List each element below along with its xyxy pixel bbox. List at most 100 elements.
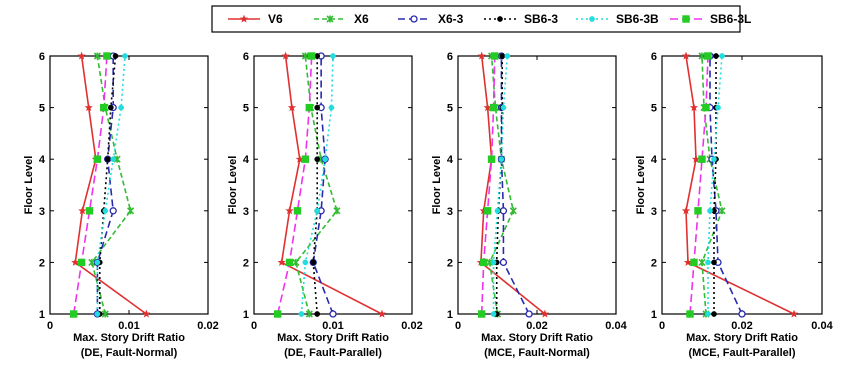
y-tick-label: 6 <box>39 51 45 63</box>
series-line-sb6-3b <box>96 55 126 314</box>
legend-label: SB6-3B <box>616 12 659 26</box>
data-point-sb6-3l <box>93 155 102 163</box>
series-line-sb6-3l <box>72 55 108 315</box>
y-tick-label: 6 <box>447 51 453 63</box>
data-point-sb6-3l <box>70 310 78 318</box>
data-point-sb6-3b <box>490 259 497 266</box>
data-point-x6 <box>127 207 135 215</box>
data-point-sb6-3l <box>301 155 310 163</box>
data-point-sb6-3 <box>310 259 317 266</box>
x-axis-sublabel: (MCE, Fault-Normal) <box>484 347 590 359</box>
y-tick-label: 5 <box>447 103 453 115</box>
data-point-sb6-3l <box>100 103 108 112</box>
series-v6 <box>681 51 799 318</box>
y-tick-label: 4 <box>447 154 454 166</box>
series-line-sb6-3 <box>312 56 319 315</box>
x-axis-sublabel: (DE, Fault-Normal) <box>81 347 178 359</box>
legend-item-sb6-3b: SB6-3B <box>576 12 659 26</box>
data-point-sb6-3l <box>285 258 294 267</box>
data-point-x6-3 <box>329 310 337 318</box>
x-axis-label: Max. Story Drift Ratio <box>481 332 593 344</box>
data-point-sb6-3 <box>314 156 321 163</box>
data-point-v6 <box>277 258 286 266</box>
y-tick-label: 3 <box>447 206 453 218</box>
legend-label: X6-3 <box>438 12 464 26</box>
data-point-sb6-3b <box>118 104 124 111</box>
legend-item-x6: X6 <box>314 12 369 26</box>
data-point-sb6-3l <box>704 52 712 60</box>
y-tick-label: 5 <box>39 103 45 115</box>
y-tick-label: 6 <box>243 51 249 63</box>
series-sb6-3b <box>490 53 511 317</box>
x-tick-label: 0.04 <box>811 320 833 332</box>
data-point-sb6-3b <box>302 259 309 266</box>
series-line-v6 <box>74 55 147 315</box>
data-point-sb6-3b <box>330 53 336 59</box>
data-point-x6 <box>509 207 517 215</box>
data-point-sb6-3b <box>498 156 505 163</box>
legend-item-sb6-3l: SB6-3L <box>670 12 751 26</box>
series-sb6-3b <box>298 53 336 317</box>
x-tick-label: 0 <box>47 320 53 332</box>
x-tick-label: 0.01 <box>118 320 139 332</box>
series-line-v6 <box>685 55 795 315</box>
data-point-x6-3 <box>738 310 746 318</box>
series-sb6-3b <box>94 53 128 317</box>
data-point-x6 <box>698 52 706 60</box>
data-point-sb6-3l <box>690 258 698 267</box>
x-axis-sublabel: (DE, Fault-Parallel) <box>284 347 382 359</box>
data-point-v6 <box>789 309 799 318</box>
data-point-sb6-3b <box>322 156 328 163</box>
legend-box <box>211 5 741 33</box>
data-point-sb6-3b <box>705 259 711 266</box>
x-tick-label: 0 <box>659 320 665 332</box>
data-point-sb6-3l <box>77 258 86 267</box>
x-tick-label: 0.01 <box>322 320 343 332</box>
data-point-sb6-3b <box>500 104 507 111</box>
y-tick-label: 4 <box>39 154 46 166</box>
y-tick-label: 2 <box>243 257 249 269</box>
data-point-sb6-3b <box>711 156 717 163</box>
x-axis-label: Max. Story Drift Ratio <box>277 332 389 344</box>
x-tick-label: 0 <box>455 320 461 332</box>
chart-panel-3: 1 2 3 4 5 6 0 0.02 0.04 Max. Story Drift Ratio (MC… <box>431 51 628 359</box>
x-axis-label: Max. Story Drift Ratio <box>686 332 798 344</box>
data-point-v6 <box>377 309 387 318</box>
x-tick-label: 0.02 <box>401 320 422 332</box>
y-tick-label: 2 <box>651 257 657 269</box>
legend-label: SB6-3L <box>710 12 751 26</box>
data-point-sb6-3b <box>94 259 101 266</box>
y-tick-label: 4 <box>243 154 250 166</box>
data-point-sb6-3l <box>478 310 486 318</box>
data-point-v6 <box>285 206 294 215</box>
data-point-sb6-3 <box>112 53 119 59</box>
data-point-x6 <box>101 310 109 318</box>
x-tick-label: 0.02 <box>526 320 547 332</box>
data-point-sb6-3l <box>307 52 316 60</box>
plot-area <box>457 55 617 315</box>
chart-panel-1: 1 2 3 4 5 6 0 0.01 0.02 Max. Story Drift Ratio (DE… <box>23 51 219 359</box>
data-point-sb6-3l <box>686 310 694 318</box>
data-point-sb6-3b <box>298 311 305 317</box>
legend-marker-x6-3 <box>410 15 418 23</box>
data-point-sb6-3 <box>104 156 111 163</box>
data-point-v6 <box>77 51 86 60</box>
data-point-x6-3 <box>499 258 508 267</box>
y-axis-label: Floor Level <box>635 156 647 215</box>
data-point-x6 <box>301 52 309 60</box>
series-x6-3 <box>309 52 337 318</box>
chart-panel-4: 1 2 3 4 5 6 0 0.02 0.04 Max. Story Drift Ratio (MC… <box>635 51 834 359</box>
legend: V6 X6 X6-3 SB6-3 SB6-3B SB6-3L <box>211 5 751 33</box>
series-sb6-3l <box>70 52 111 318</box>
y-tick-label: 1 <box>39 309 45 321</box>
series-line-sb6-3l <box>480 55 496 315</box>
plot-area <box>49 55 209 315</box>
series-line-sb6-3b <box>300 55 334 315</box>
x-tick-label: 0 <box>251 320 257 332</box>
data-point-x6 <box>698 258 706 266</box>
data-point-x6-3 <box>525 310 533 318</box>
data-point-sb6-3l <box>702 103 710 112</box>
y-tick-label: 1 <box>243 309 249 321</box>
y-tick-label: 3 <box>243 206 249 218</box>
